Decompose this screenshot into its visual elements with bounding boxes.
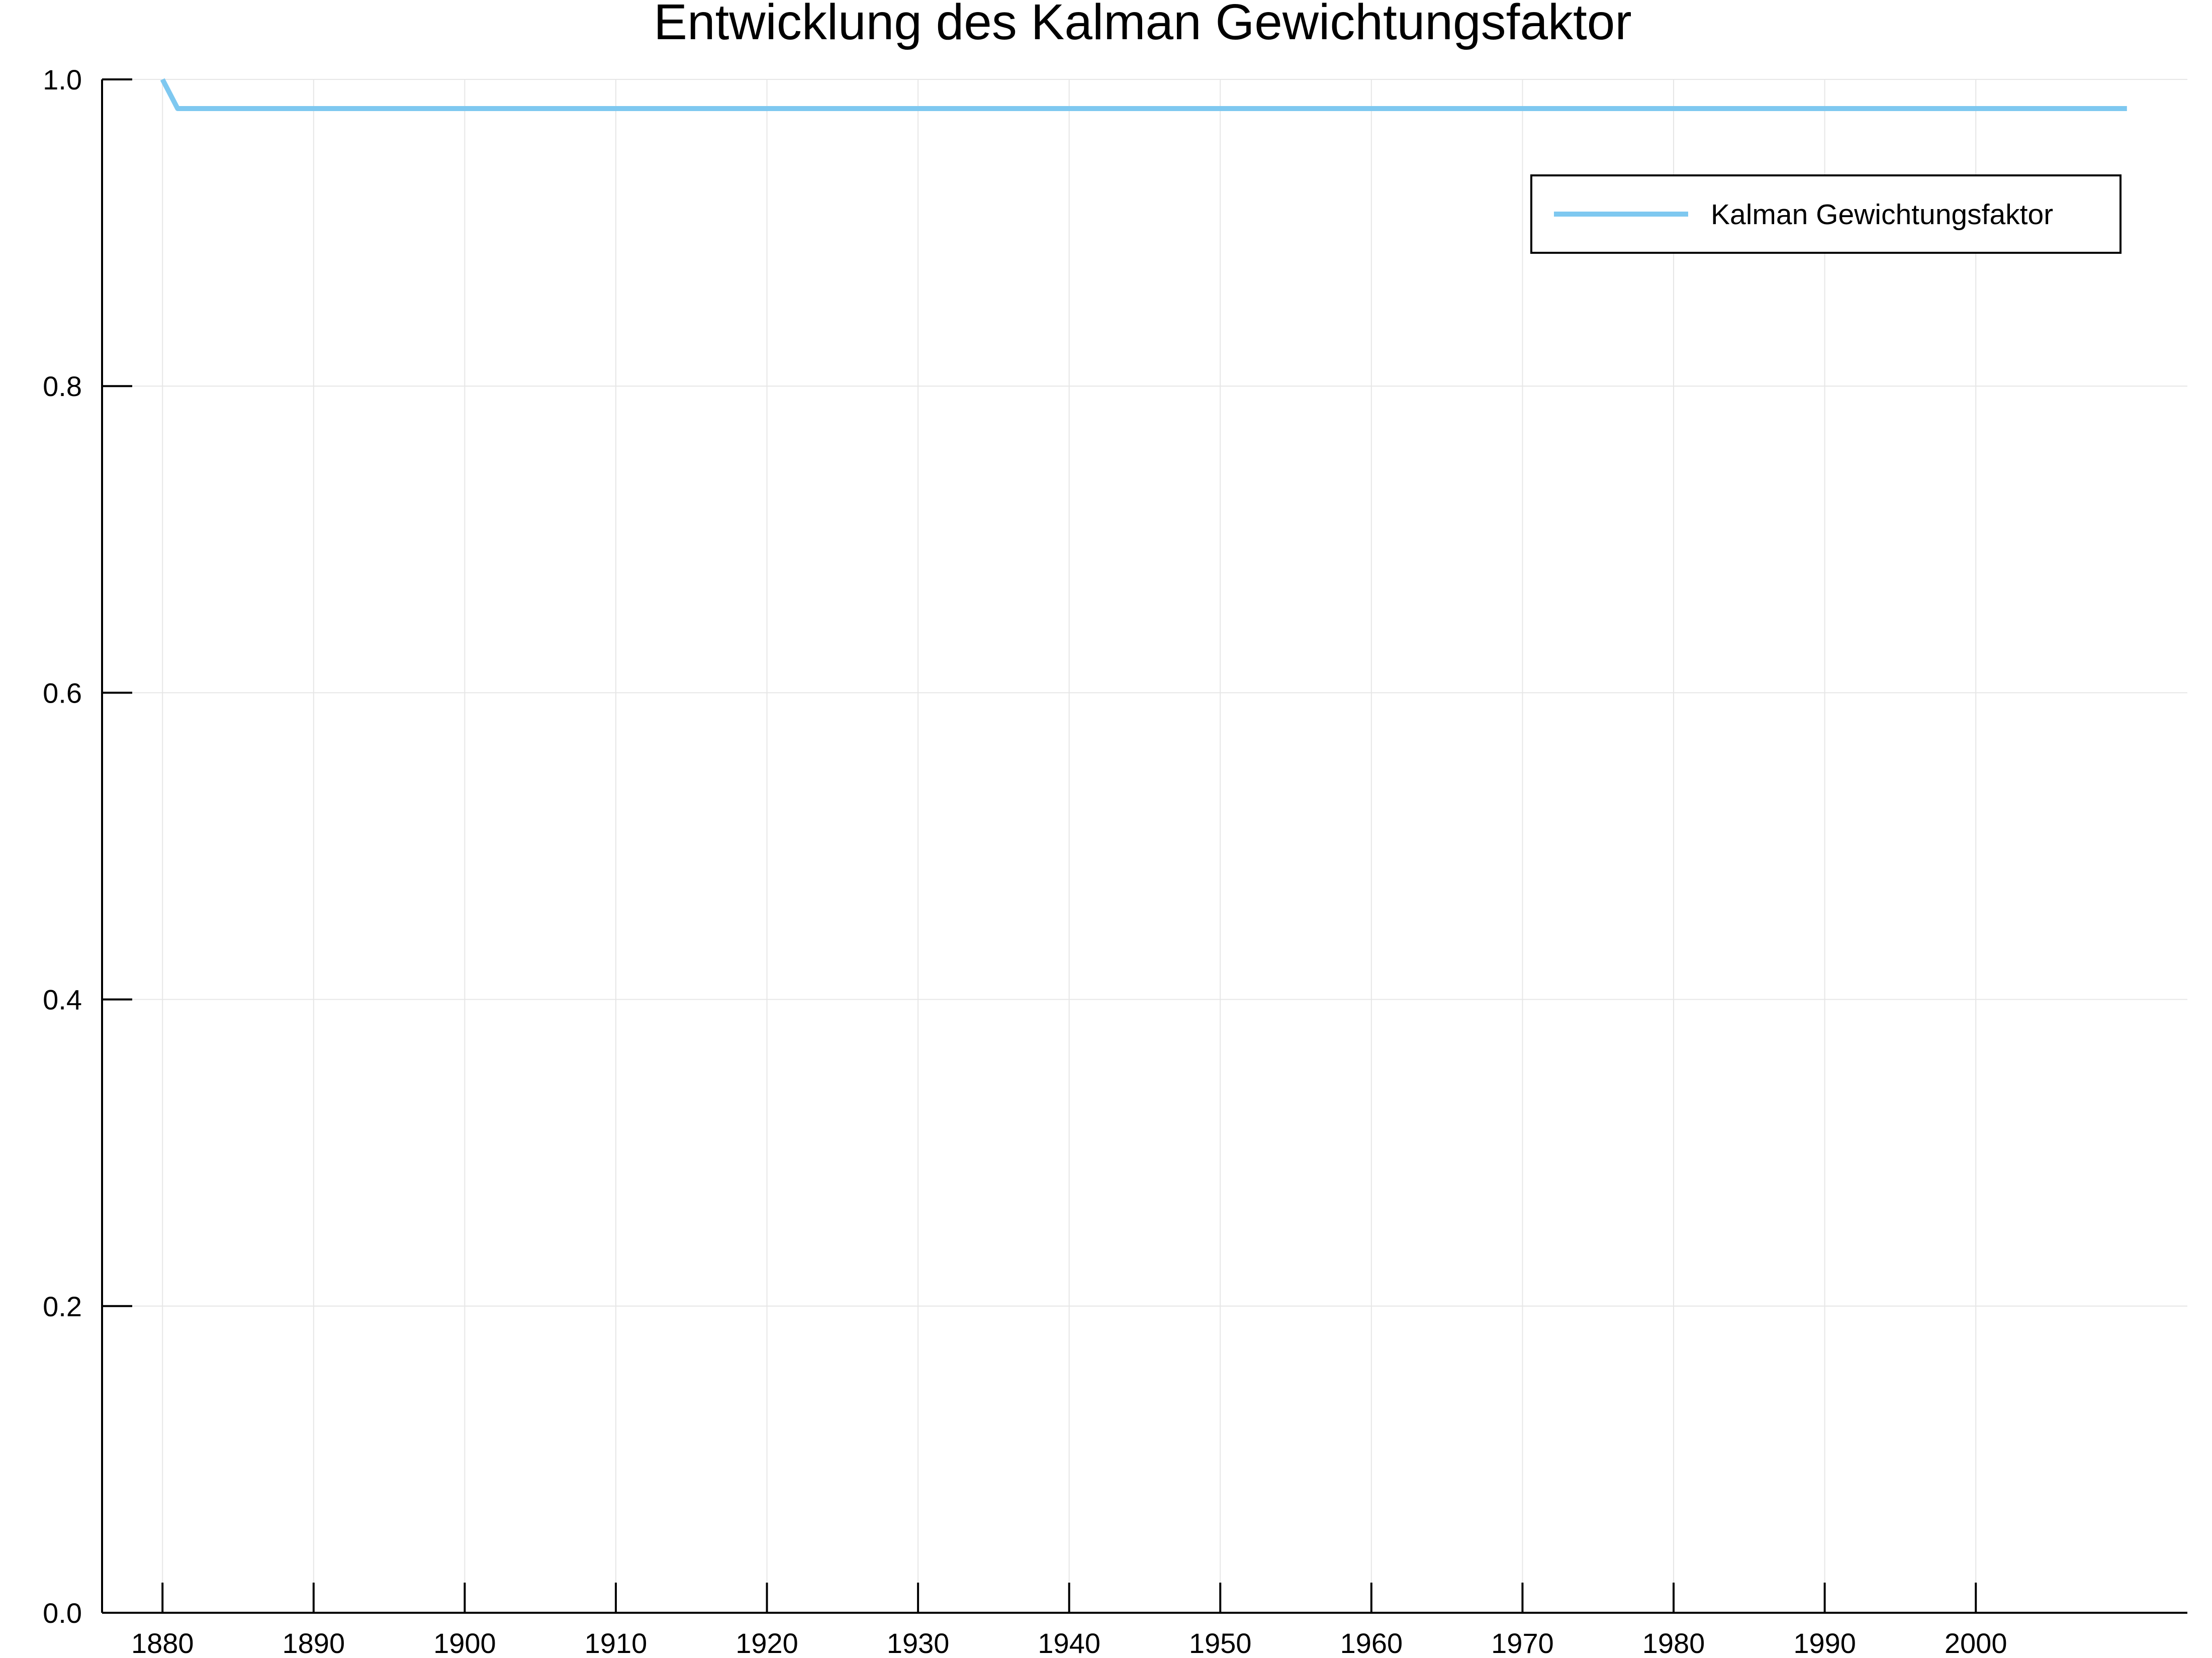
y-tick-label: 0.2 — [43, 1291, 82, 1322]
x-tick-label: 2000 — [1945, 1627, 2007, 1658]
x-tick-label: 1880 — [131, 1627, 194, 1658]
x-tick-label: 1940 — [1038, 1627, 1100, 1658]
x-tick-label: 1910 — [585, 1627, 648, 1658]
series-layer — [160, 78, 2127, 111]
legend-label: Kalman Gewichtungsfaktor — [1711, 199, 2053, 231]
x-tick-label: 1990 — [1793, 1627, 1856, 1658]
y-ticks: 0.0 0.2 0.4 0.6 0.8 1.0 — [43, 64, 132, 1629]
x-tick-label: 1930 — [887, 1627, 950, 1658]
y-tick-label: 0.8 — [43, 370, 82, 402]
x-tick-label: 1960 — [1340, 1627, 1403, 1658]
x-tick-label: 1920 — [735, 1627, 798, 1658]
x-tick-label: 1980 — [1642, 1627, 1705, 1658]
chart-title: Entwicklung des Kalman Gewichtungsfaktor — [654, 0, 1631, 50]
y-tick-label: 0.4 — [43, 984, 82, 1016]
grid-lines — [102, 79, 2187, 1613]
x-ticks: 1880 1890 1900 1910 1920 1930 1940 1950 1960 1970… — [131, 1583, 2007, 1658]
legend: Kalman Gewichtungsfaktor — [1530, 174, 2122, 254]
series-line-kalman-gewichtungsfaktor — [160, 78, 2127, 111]
y-tick-label: 0.6 — [43, 677, 82, 709]
x-tick-label: 1970 — [1491, 1627, 1554, 1658]
x-tick-label: 1950 — [1189, 1627, 1252, 1658]
x-tick-label: 1900 — [433, 1627, 496, 1658]
y-tick-label: 0.0 — [43, 1597, 82, 1629]
y-tick-label: 1.0 — [43, 64, 82, 95]
x-tick-label: 1890 — [283, 1627, 345, 1658]
